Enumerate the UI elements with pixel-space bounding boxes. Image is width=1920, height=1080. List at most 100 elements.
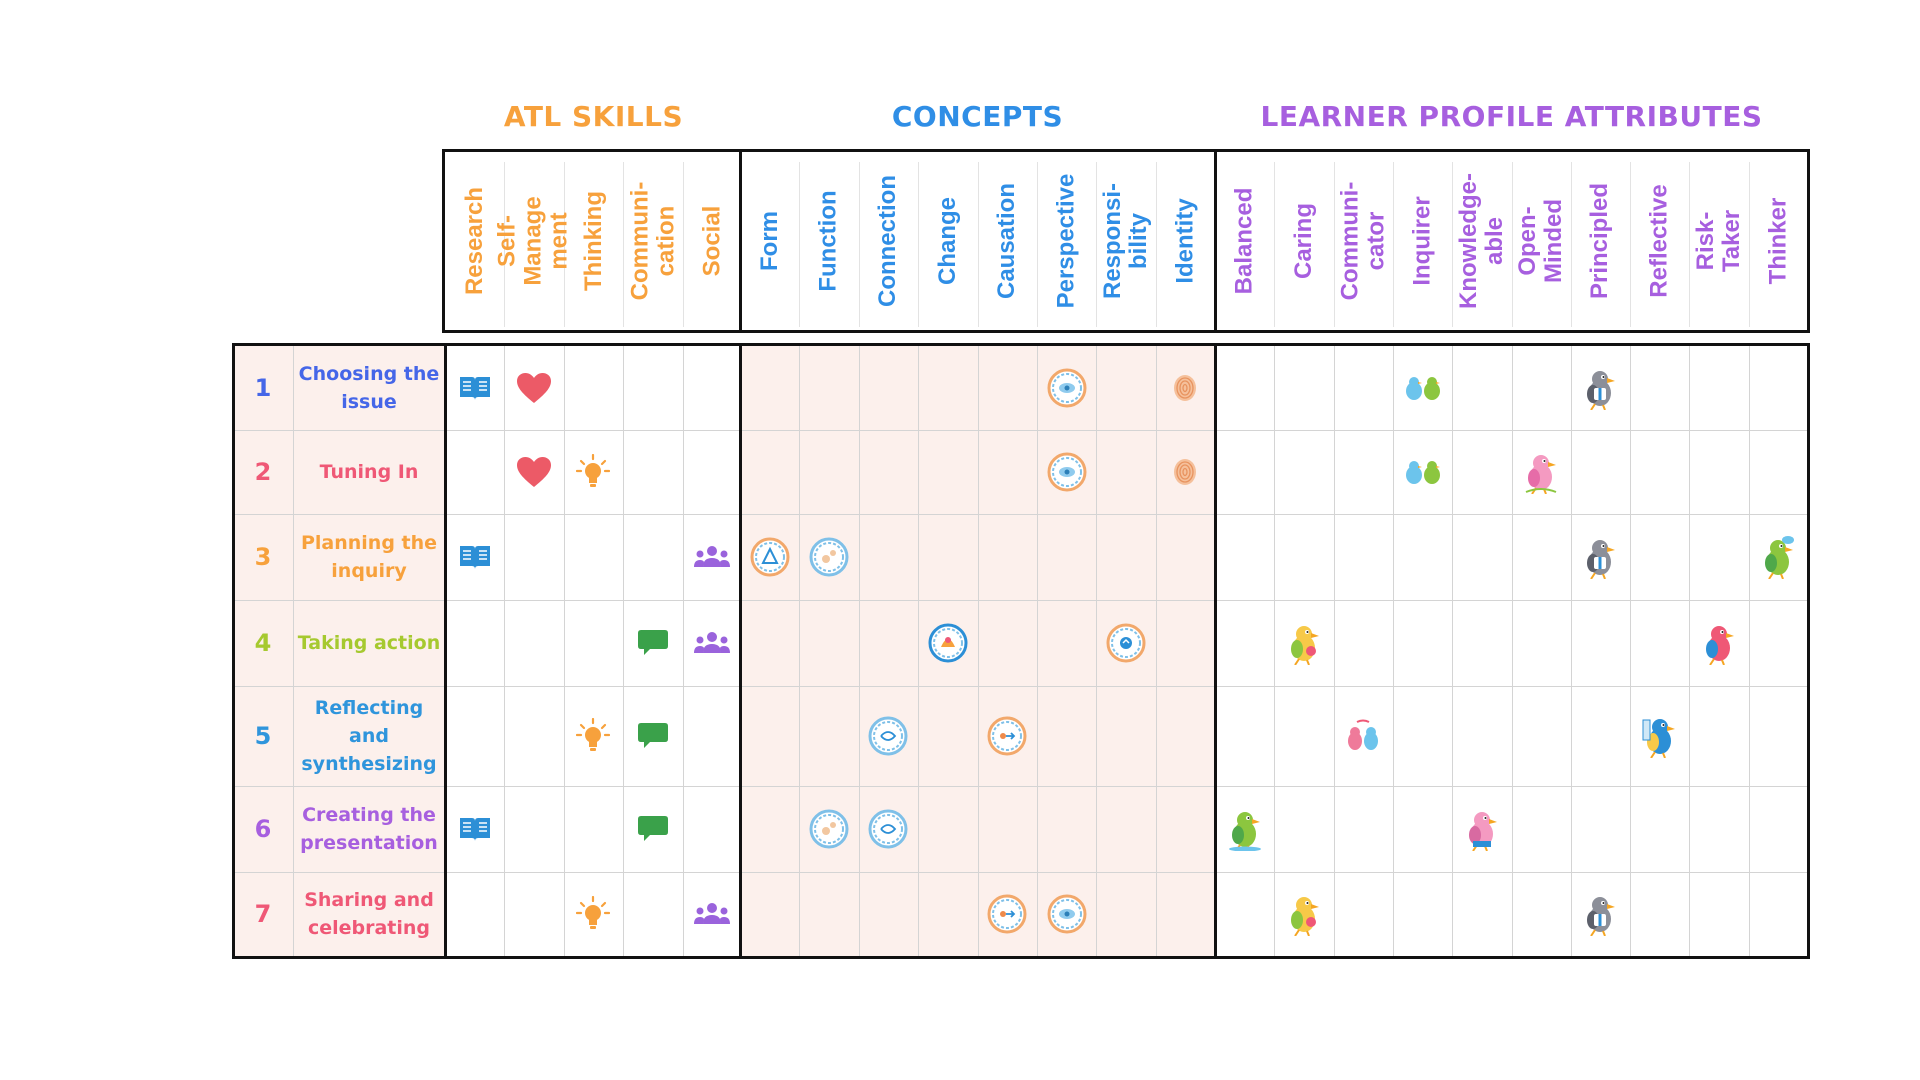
stage-number: 1 xyxy=(254,374,272,402)
header-divider xyxy=(682,162,684,327)
column-divider xyxy=(858,346,860,956)
lp-col-inquirer-label: Inquirer xyxy=(1408,196,1436,286)
stage-number: 7 xyxy=(254,900,272,928)
concepts-section-title: CONCEPTS xyxy=(891,100,1064,133)
heart-icon xyxy=(504,346,563,430)
column-divider xyxy=(1274,346,1276,956)
column-divider xyxy=(1511,346,1513,956)
chat-icon xyxy=(623,600,682,686)
balanced-bird-icon xyxy=(1215,786,1274,872)
column-divider xyxy=(293,346,294,956)
row-divider xyxy=(234,686,1808,687)
lp-col-open-minded: Open-Minded xyxy=(1512,152,1571,330)
stage-number: 5 xyxy=(254,722,272,750)
stage-number: 6 xyxy=(254,815,272,843)
book-icon xyxy=(445,786,504,872)
header-divider xyxy=(1630,162,1632,327)
header-divider xyxy=(918,162,920,327)
lp-col-risk-taker-label: Risk-Taker xyxy=(1692,209,1746,273)
lp-col-principled-label: Principled xyxy=(1586,182,1614,300)
lp-col-thinker-label: Thinker xyxy=(1764,197,1792,285)
row-divider xyxy=(234,786,1808,787)
header-divider xyxy=(1036,162,1038,327)
perspective-badge-icon xyxy=(1037,872,1096,956)
principled-bird-icon xyxy=(1571,346,1630,430)
header-divider xyxy=(1274,162,1276,327)
row-divider xyxy=(234,514,1808,515)
lp-col-caring: Caring xyxy=(1274,152,1333,330)
concept-col-form-label: Form xyxy=(755,211,783,271)
atl-header-box xyxy=(442,149,742,333)
lp-col-knowledge-able-label: Knowledge- able xyxy=(1454,173,1508,309)
header-divider xyxy=(1748,162,1750,327)
atl-col-social: Social xyxy=(683,152,742,330)
stage-label: Planning the inquiry xyxy=(300,532,438,582)
book-icon xyxy=(445,514,504,600)
concept-col-form: Form xyxy=(740,152,799,330)
concept-col-responsi-bility: Responsi- bility xyxy=(1096,152,1155,330)
column-divider xyxy=(1689,346,1691,956)
lp-col-knowledge-able: Knowledge- able xyxy=(1452,152,1511,330)
header-divider xyxy=(1096,162,1098,327)
risktaker-bird-icon xyxy=(1689,600,1748,686)
stage-number: 3 xyxy=(254,543,272,571)
atl-col-communi-cation: Communi- cation xyxy=(623,152,682,330)
column-divider xyxy=(1392,346,1394,956)
lp-col-balanced-label: Balanced xyxy=(1230,187,1258,295)
concept-col-connection: Connection xyxy=(859,152,918,330)
column-divider xyxy=(1036,346,1038,956)
header-divider xyxy=(1689,162,1691,327)
principled-bird-icon xyxy=(1571,872,1630,956)
column-divider xyxy=(682,346,684,956)
lp-col-communi-cator-label: Communi- cator xyxy=(1336,181,1390,301)
atl-col-thinking-label: Thinking xyxy=(579,191,607,291)
heart-icon xyxy=(504,430,563,514)
connection-badge-icon xyxy=(859,686,918,786)
lp-col-risk-taker: Risk-Taker xyxy=(1689,152,1748,330)
column-divider xyxy=(1748,346,1750,956)
header-divider xyxy=(977,162,979,327)
column-divider xyxy=(799,346,801,956)
header-divider xyxy=(1452,162,1454,327)
column-divider xyxy=(1333,346,1335,956)
caring-bird-icon xyxy=(1274,872,1333,956)
form-badge-icon xyxy=(740,514,799,600)
lp-col-communi-cator: Communi- cator xyxy=(1334,152,1393,330)
stage-label: Reflecting and synthesizing xyxy=(301,697,437,775)
row-divider xyxy=(234,430,1808,431)
atl-section-title: ATL SKILLS xyxy=(503,100,684,133)
concept-col-change-label: Change xyxy=(933,196,961,286)
concept-col-perspective: Perspective xyxy=(1037,152,1096,330)
chat-icon xyxy=(623,686,682,786)
function-badge-icon xyxy=(799,514,858,600)
causation-badge-icon xyxy=(978,872,1037,956)
row-divider xyxy=(234,872,1808,873)
fingerprint-icon xyxy=(1156,346,1215,430)
lightbulb-icon xyxy=(564,872,623,956)
column-divider xyxy=(504,346,506,956)
book-icon xyxy=(445,346,504,430)
thinker-bird-icon xyxy=(1749,514,1808,600)
column-divider xyxy=(1570,346,1572,956)
column-divider xyxy=(1630,346,1632,956)
learner-body-box xyxy=(1214,343,1810,959)
atl-col-social-label: Social xyxy=(698,205,726,277)
communicator-birds-icon xyxy=(1334,686,1393,786)
header-divider xyxy=(504,162,506,327)
stage-number: 4 xyxy=(254,629,272,657)
header-divider xyxy=(858,162,860,327)
row-divider xyxy=(234,600,1808,601)
atl-col-thinking: Thinking xyxy=(564,152,623,330)
learner-section-title: LEARNER PROFILE ATTRIBUTES xyxy=(1260,100,1763,133)
lp-col-thinker: Thinker xyxy=(1749,152,1808,330)
lp-col-caring-label: Caring xyxy=(1289,202,1317,280)
concept-col-causation: Causation xyxy=(978,152,1037,330)
lp-col-open-minded-label: Open-Minded xyxy=(1514,199,1568,283)
lp-col-balanced: Balanced xyxy=(1215,152,1274,330)
chat-icon xyxy=(623,786,682,872)
stage-label: Sharing and celebrating xyxy=(304,889,434,939)
function-badge-icon xyxy=(799,786,858,872)
perspective-badge-icon xyxy=(1037,346,1096,430)
atl-col-communi-cation-label: Communi- cation xyxy=(625,181,679,301)
header-divider xyxy=(1155,162,1157,327)
